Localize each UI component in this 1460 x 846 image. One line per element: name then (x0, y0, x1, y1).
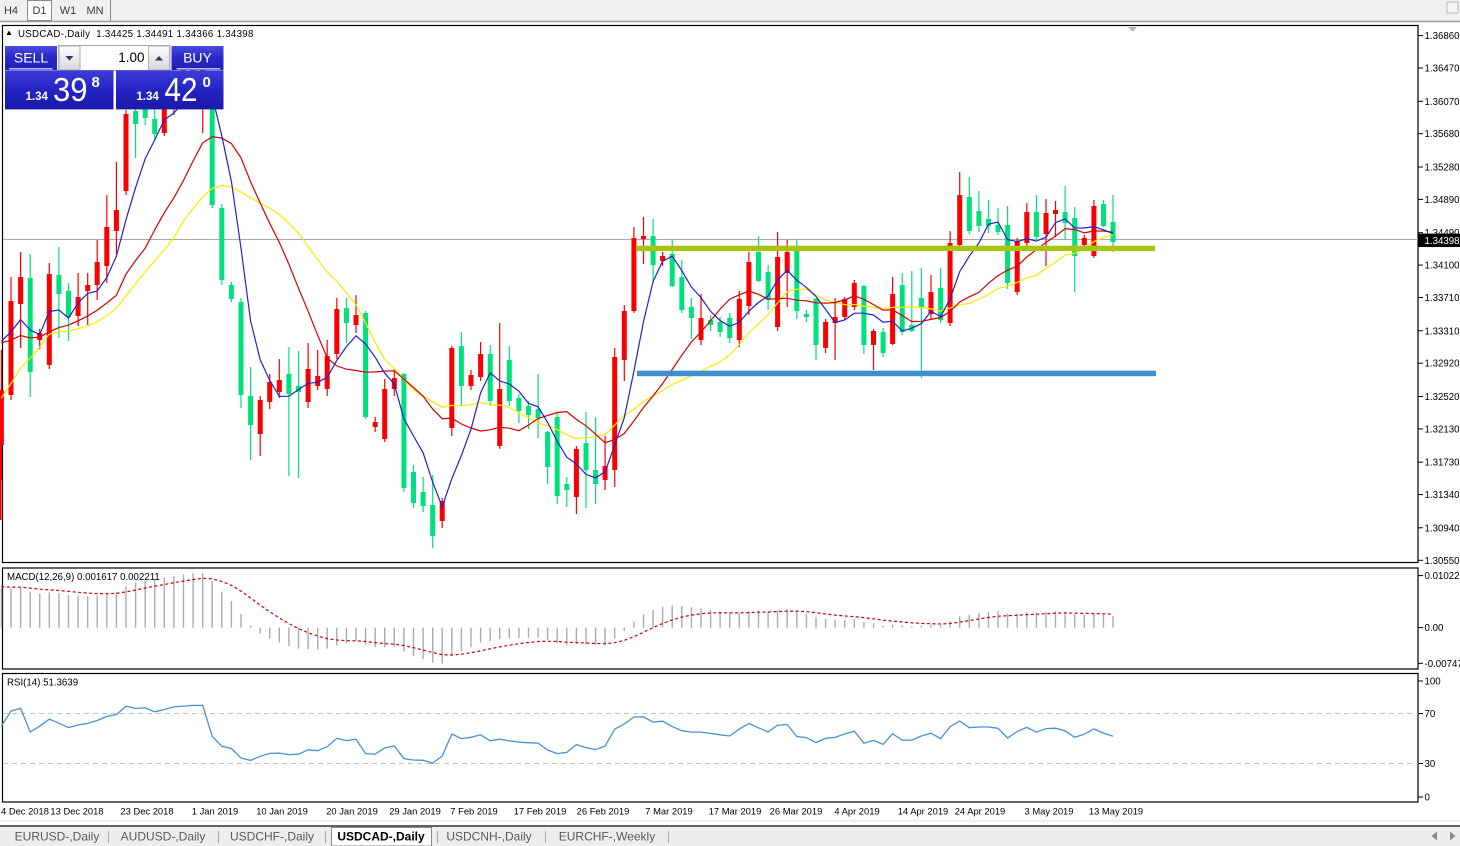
svg-text:1.34890: 1.34890 (1425, 195, 1460, 206)
svg-text:26 Feb 2019: 26 Feb 2019 (577, 806, 630, 817)
svg-text:1.35680: 1.35680 (1425, 129, 1460, 140)
svg-text:1.33710: 1.33710 (1425, 293, 1460, 304)
svg-text:1.36860: 1.36860 (1425, 31, 1460, 42)
svg-text:1.34398: 1.34398 (1425, 236, 1460, 247)
svg-text:1.35280: 1.35280 (1425, 163, 1460, 174)
svg-text:RSI(14) 51.3639: RSI(14) 51.3639 (7, 678, 78, 689)
svg-text:17 Feb 2019: 17 Feb 2019 (514, 806, 567, 817)
svg-text:26 Mar 2019: 26 Mar 2019 (770, 806, 823, 817)
svg-text:MN: MN (86, 5, 103, 17)
svg-text:7 Mar 2019: 7 Mar 2019 (645, 806, 692, 817)
svg-text:1.32920: 1.32920 (1425, 359, 1460, 370)
svg-text:3 May 2019: 3 May 2019 (1025, 806, 1074, 817)
svg-text:USDCNH-,Daily: USDCNH-,Daily (446, 830, 531, 844)
svg-text:1.36070: 1.36070 (1425, 97, 1460, 108)
svg-text:8: 8 (92, 74, 100, 91)
svg-text:24 Apr 2019: 24 Apr 2019 (955, 806, 1006, 817)
svg-text:23 Dec 2018: 23 Dec 2018 (120, 806, 173, 817)
svg-text:D1: D1 (32, 5, 46, 17)
svg-text:0: 0 (1425, 793, 1431, 804)
svg-text:1.33310: 1.33310 (1425, 326, 1460, 337)
svg-text:H4: H4 (4, 5, 18, 17)
svg-text:SELL: SELL (14, 50, 48, 66)
svg-text:EURUSD-,Daily: EURUSD-,Daily (15, 830, 100, 844)
svg-text:EURCHF-,Weekly: EURCHF-,Weekly (559, 830, 655, 844)
svg-text:USDCHF-,Daily: USDCHF-,Daily (230, 830, 314, 844)
svg-text:1.34100: 1.34100 (1425, 261, 1460, 272)
svg-text:BUY: BUY (183, 50, 212, 66)
svg-text:1.30550: 1.30550 (1425, 556, 1460, 567)
svg-text:0: 0 (203, 74, 211, 91)
svg-text:1.00: 1.00 (118, 50, 144, 65)
svg-text:13 Dec 2018: 13 Dec 2018 (50, 806, 103, 817)
svg-text:0.00: 0.00 (1425, 623, 1444, 634)
svg-text:1.32520: 1.32520 (1425, 392, 1460, 403)
svg-text:100: 100 (1425, 677, 1442, 688)
svg-text:1.31730: 1.31730 (1425, 458, 1460, 469)
svg-text:70: 70 (1425, 709, 1436, 720)
svg-text:14 Apr 2019: 14 Apr 2019 (898, 806, 949, 817)
svg-text:1 Jan 2019: 1 Jan 2019 (192, 806, 238, 817)
svg-text:4 Apr 2019: 4 Apr 2019 (834, 806, 879, 817)
svg-text:30: 30 (1425, 759, 1436, 770)
svg-text:20 Jan 2019: 20 Jan 2019 (326, 806, 378, 817)
svg-text:W1: W1 (60, 5, 77, 17)
svg-text:4 Dec 2018: 4 Dec 2018 (1, 806, 49, 817)
svg-text:USDCAD-,Daily: USDCAD-,Daily (337, 830, 425, 844)
svg-text:1.31340: 1.31340 (1425, 490, 1460, 501)
svg-text:10 Jan 2019: 10 Jan 2019 (256, 806, 308, 817)
svg-text:1.34: 1.34 (136, 91, 159, 103)
svg-text:0.010229: 0.010229 (1425, 571, 1460, 582)
svg-text:1.34: 1.34 (26, 91, 49, 103)
svg-text:1.36470: 1.36470 (1425, 64, 1460, 75)
svg-text:-0.007477: -0.007477 (1425, 659, 1460, 670)
svg-text:MACD(12,26,9) 0.001617 0.00221: MACD(12,26,9) 0.001617 0.002211 (7, 572, 160, 583)
svg-text:17 Mar 2019: 17 Mar 2019 (709, 806, 762, 817)
svg-text:7 Feb 2019: 7 Feb 2019 (450, 806, 497, 817)
svg-text:42: 42 (165, 71, 198, 108)
svg-text:13 May 2019: 13 May 2019 (1089, 806, 1143, 817)
svg-text:1.30940: 1.30940 (1425, 523, 1460, 534)
svg-text:39: 39 (53, 71, 88, 108)
svg-text:AUDUSD-,Daily: AUDUSD-,Daily (121, 830, 206, 844)
svg-text:1.32130: 1.32130 (1425, 424, 1460, 435)
svg-text:29 Jan 2019: 29 Jan 2019 (389, 806, 441, 817)
svg-text:USDCAD-,Daily 1.34425 1.34491: USDCAD-,Daily 1.34425 1.34491 1.34366 1.… (18, 29, 254, 40)
